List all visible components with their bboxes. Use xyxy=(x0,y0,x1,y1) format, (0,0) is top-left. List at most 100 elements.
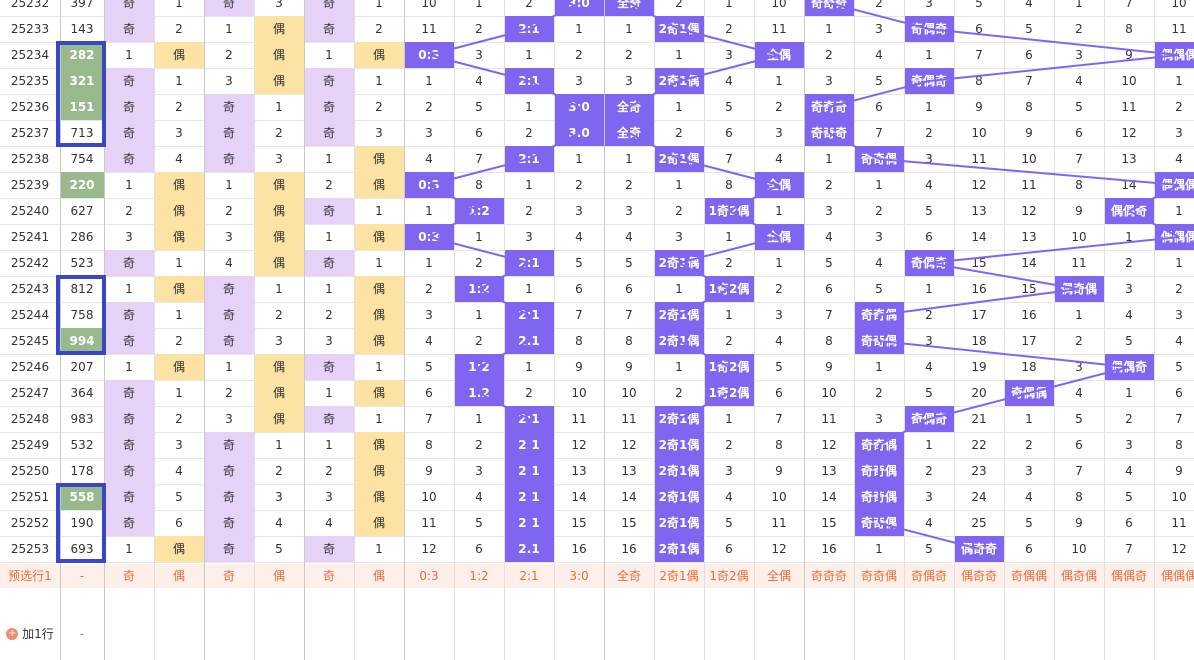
cell-r12-c23: 3 xyxy=(1175,308,1183,322)
cell-r15-c7: 偶 xyxy=(354,380,404,406)
cell-r11-c16: 6 xyxy=(825,282,833,296)
cell-r14-c7: 1 xyxy=(375,360,383,374)
cell-r6-c8: 4 xyxy=(425,152,433,166)
preselect-cell-19: 偶奇奇 xyxy=(954,564,1004,588)
cell-r10-c23: 1 xyxy=(1175,256,1183,270)
cell-r6-c0: 25238 xyxy=(10,152,50,166)
cell-r2-c23: 偶偶偶 xyxy=(1154,42,1194,68)
cell-r21-c18: 5 xyxy=(925,542,933,556)
row-divider xyxy=(0,536,1194,537)
cell-r9-c15: 全偶 xyxy=(754,224,804,250)
cell-r19-c14: 4 xyxy=(725,490,733,504)
cell-r9-c20: 13 xyxy=(1021,230,1037,244)
cell-r9-c7: 偶 xyxy=(354,224,404,250)
cell-r0-c16: 奇奇奇 xyxy=(804,0,854,16)
cell-r15-c5: 偶 xyxy=(254,380,304,406)
preselect-cell-10: 2:1 xyxy=(504,564,554,588)
column-divider xyxy=(404,0,405,660)
column-divider xyxy=(154,0,155,660)
cell-r14-c12: 9 xyxy=(625,360,633,374)
cell-r13-c14: 2 xyxy=(725,334,733,348)
cell-r19-c3: 5 xyxy=(175,490,183,504)
cell-r6-c12: 1 xyxy=(625,152,633,166)
cell-r4-c7: 2 xyxy=(375,100,383,114)
cell-r14-c4: 1 xyxy=(225,360,233,374)
cell-r12-c13: 2奇1偶 xyxy=(654,302,704,328)
cell-r10-c12: 5 xyxy=(625,256,633,270)
cell-r18-c0: 25250 xyxy=(10,464,50,478)
cell-r15-c12: 10 xyxy=(621,386,637,400)
cell-r2-c21: 3 xyxy=(1075,48,1083,62)
cell-r21-c23: 12 xyxy=(1171,542,1187,556)
cell-r14-c0: 25246 xyxy=(10,360,50,374)
cell-r2-c22: 9 xyxy=(1125,48,1133,62)
column-divider xyxy=(354,0,355,660)
cell-r2-c7: 偶 xyxy=(354,42,404,68)
cell-r4-c20: 8 xyxy=(1025,100,1033,114)
cell-r2-c19: 7 xyxy=(975,48,983,62)
cell-r12-c4: 奇 xyxy=(204,302,254,328)
cell-r6-c17: 奇奇偶 xyxy=(854,146,904,172)
cell-r8-c2: 2 xyxy=(125,204,133,218)
cell-r1-c19: 6 xyxy=(975,22,983,36)
cell-r16-c0: 25248 xyxy=(10,412,50,426)
cell-r3-c18: 奇偶奇 xyxy=(904,68,954,94)
cell-r2-c14: 3 xyxy=(725,48,733,62)
cell-r0-c13: 2 xyxy=(675,0,683,10)
cell-r16-c5: 偶 xyxy=(254,406,304,432)
cell-r9-c16: 4 xyxy=(825,230,833,244)
cell-r20-c6: 4 xyxy=(325,516,333,530)
cell-r2-c20: 6 xyxy=(1025,48,1033,62)
cell-r20-c20: 5 xyxy=(1025,516,1033,530)
cell-r20-c23: 11 xyxy=(1171,516,1187,530)
cell-r3-c11: 3 xyxy=(575,74,583,88)
row-divider xyxy=(0,68,1194,69)
cell-r21-c1: 693 xyxy=(70,542,94,556)
cell-r15-c18: 5 xyxy=(925,386,933,400)
cell-r8-c18: 5 xyxy=(925,204,933,218)
cell-r19-c15: 10 xyxy=(771,490,787,504)
cell-r1-c15: 11 xyxy=(771,22,787,36)
cell-r7-c9: 8 xyxy=(475,178,483,192)
cell-r8-c7: 1 xyxy=(375,204,383,218)
cell-r15-c10: 2 xyxy=(525,386,533,400)
cell-r5-c18: 2 xyxy=(925,126,933,140)
cell-r4-c4: 奇 xyxy=(204,94,254,120)
cell-r16-c20: 1 xyxy=(1025,412,1033,426)
add-row-button[interactable]: + 加1行 xyxy=(0,607,60,660)
cell-r11-c23: 2 xyxy=(1175,282,1183,296)
row-divider xyxy=(0,302,1194,303)
cell-r17-c17: 奇奇偶 xyxy=(854,432,904,458)
cell-r20-c11: 15 xyxy=(571,516,587,530)
cell-r16-c16: 11 xyxy=(821,412,837,426)
cell-r5-c15: 3 xyxy=(775,126,783,140)
cell-r10-c9: 2 xyxy=(475,256,483,270)
cell-r19-c22: 5 xyxy=(1125,490,1133,504)
cell-r17-c3: 3 xyxy=(175,438,183,452)
cell-r14-c13: 1 xyxy=(675,360,683,374)
column-divider xyxy=(454,0,455,660)
cell-r17-c8: 8 xyxy=(425,438,433,452)
cell-r15-c1: 364 xyxy=(70,386,94,400)
cell-r7-c0: 25239 xyxy=(10,178,50,192)
cell-r21-c17: 1 xyxy=(875,542,883,556)
cell-r6-c11: 1 xyxy=(575,152,583,166)
cell-r3-c16: 3 xyxy=(825,74,833,88)
cell-r19-c16: 14 xyxy=(821,490,837,504)
cell-r6-c2: 奇 xyxy=(104,146,154,172)
cell-r20-c1: 190 xyxy=(70,516,94,530)
cell-r15-c14: 1奇2偶 xyxy=(704,380,754,406)
cell-r14-c6: 奇 xyxy=(304,354,354,380)
cell-r5-c16: 奇奇奇 xyxy=(804,120,854,146)
cell-r10-c6: 奇 xyxy=(304,250,354,276)
cell-r6-c4: 奇 xyxy=(204,146,254,172)
cell-r15-c3: 1 xyxy=(175,386,183,400)
cell-r7-c3: 偶 xyxy=(154,172,204,198)
cell-r1-c2: 奇 xyxy=(104,16,154,42)
preselect-cell-20: 奇偶偶 xyxy=(1004,564,1054,588)
cell-r10-c3: 1 xyxy=(175,256,183,270)
row-divider xyxy=(0,328,1194,329)
cell-r19-c13: 2奇1偶 xyxy=(654,484,704,510)
cell-r15-c20: 奇偶偶 xyxy=(1004,380,1054,406)
cell-r10-c21: 11 xyxy=(1071,256,1087,270)
